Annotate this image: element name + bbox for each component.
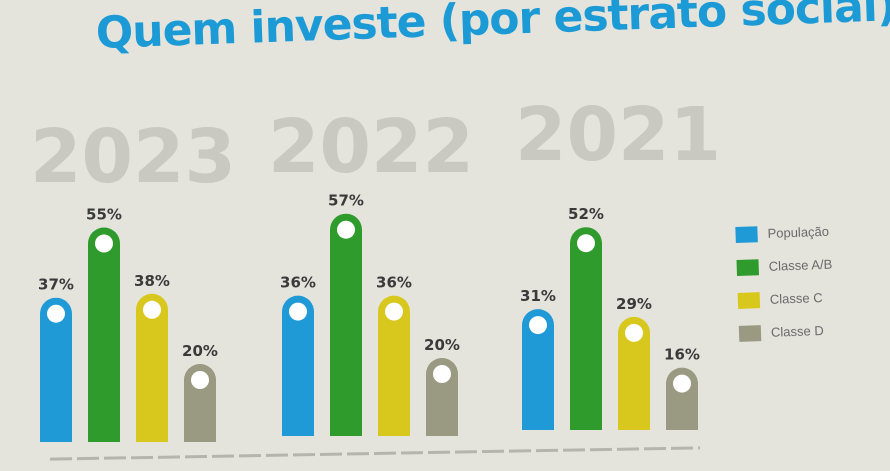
bar-knob bbox=[673, 374, 691, 393]
value-label: 36% bbox=[376, 274, 412, 292]
value-label: 20% bbox=[424, 336, 460, 354]
bar-knob bbox=[625, 323, 643, 342]
bar-knob bbox=[143, 300, 161, 319]
legend-item-classe-d: Classe D bbox=[738, 314, 835, 350]
bar-base bbox=[522, 414, 554, 430]
bar-knob bbox=[385, 302, 403, 321]
legend: População Classe A/B Classe C Classe D bbox=[735, 215, 835, 350]
legend-item-populacao: População bbox=[735, 215, 832, 251]
value-label: 57% bbox=[328, 192, 364, 210]
bar-base bbox=[184, 426, 216, 442]
bar-base bbox=[570, 414, 602, 430]
legend-swatch bbox=[736, 258, 759, 276]
bar bbox=[40, 297, 72, 442]
bar bbox=[282, 295, 314, 436]
bar bbox=[570, 227, 602, 430]
bar-base bbox=[618, 414, 650, 430]
bar-knob bbox=[191, 371, 209, 389]
legend-label: Classe A/B bbox=[768, 256, 833, 274]
legend-swatch bbox=[735, 225, 758, 243]
bar-base bbox=[378, 420, 410, 436]
bar-base bbox=[426, 420, 458, 436]
bar-knob bbox=[289, 302, 307, 321]
bar-base bbox=[282, 420, 314, 436]
value-label: 16% bbox=[664, 346, 700, 364]
bar-knob bbox=[337, 220, 355, 239]
bar-knob bbox=[433, 365, 451, 383]
bar-knob bbox=[529, 316, 547, 335]
bar bbox=[88, 227, 120, 442]
legend-swatch bbox=[737, 291, 761, 309]
value-label: 55% bbox=[86, 206, 122, 224]
bar-knob bbox=[95, 234, 113, 253]
value-label: 20% bbox=[182, 342, 218, 360]
year-label: 2023 bbox=[30, 114, 236, 200]
legend-label: Classe D bbox=[770, 322, 824, 340]
value-label: 37% bbox=[38, 276, 74, 294]
legend-label: População bbox=[767, 223, 830, 241]
bar-knob bbox=[577, 234, 595, 253]
bar bbox=[330, 213, 362, 436]
bar-base bbox=[40, 426, 72, 442]
value-label: 52% bbox=[568, 205, 604, 223]
bar bbox=[522, 309, 554, 430]
legend-label: Classe C bbox=[769, 289, 823, 307]
value-label: 29% bbox=[616, 295, 652, 313]
legend-swatch bbox=[738, 324, 762, 342]
bar bbox=[136, 293, 168, 442]
bar-base bbox=[88, 426, 120, 442]
value-label: 31% bbox=[520, 287, 556, 305]
year-label: 2022 bbox=[268, 104, 474, 190]
bar-knob bbox=[47, 304, 65, 323]
legend-item-classe-ab: Classe A/B bbox=[736, 248, 833, 284]
value-label: 38% bbox=[134, 272, 170, 290]
bar bbox=[618, 316, 650, 430]
bar-base bbox=[666, 414, 698, 430]
bar bbox=[378, 295, 410, 436]
bar-base bbox=[136, 426, 168, 442]
bar-base bbox=[330, 420, 362, 436]
value-label: 36% bbox=[280, 274, 316, 292]
year-label: 2021 bbox=[515, 92, 721, 178]
legend-item-classe-c: Classe C bbox=[737, 281, 834, 317]
